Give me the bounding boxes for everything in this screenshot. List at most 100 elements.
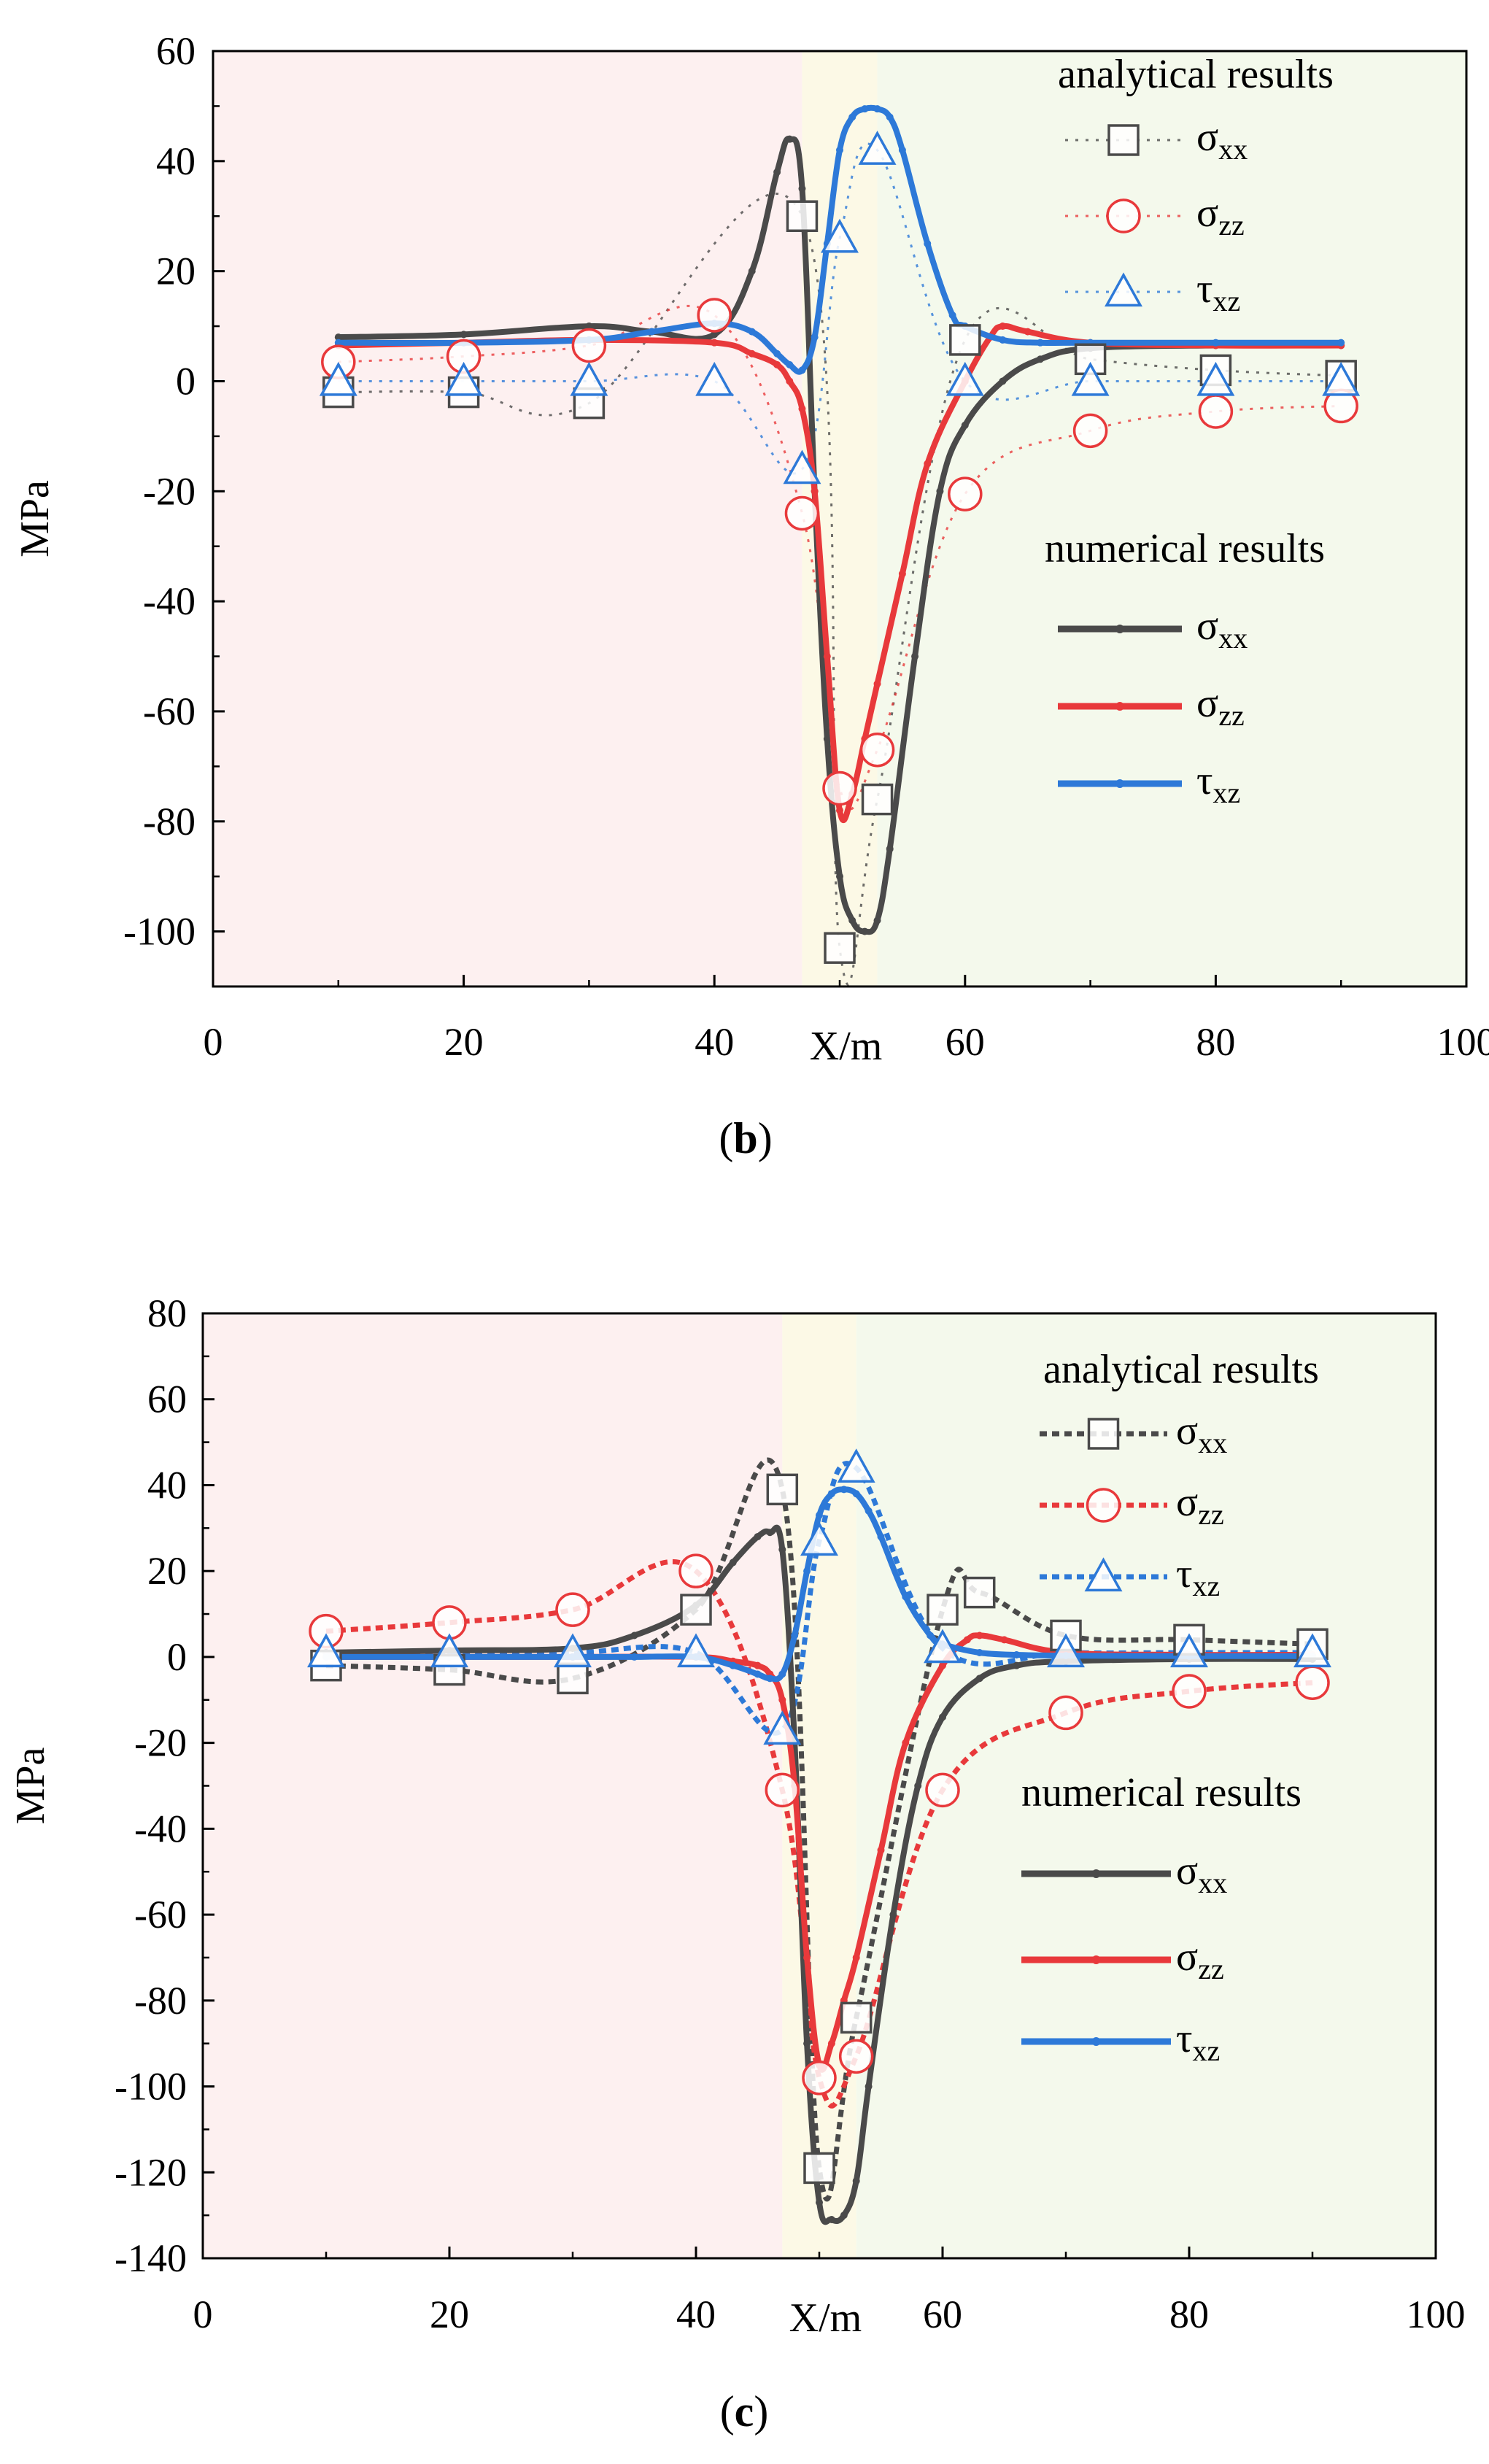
numerical-point-xx: [861, 927, 869, 935]
analytical-marker-xz: [1322, 361, 1361, 396]
legend-analytical-label-zz-subscript: zz: [1198, 1498, 1224, 1531]
analytical-marker-xx: [840, 2001, 873, 2034]
legend-analytical-label-xz: τxz: [1176, 1551, 1220, 1602]
numerical-point-xz: [948, 311, 956, 319]
legend-numerical-title: numerical results: [1021, 1770, 1302, 1815]
numerical-point-zz: [773, 360, 781, 368]
numerical-point-xz: [827, 1490, 835, 1498]
numerical-point-zz: [902, 1739, 910, 1747]
numerical-point-xx: [334, 333, 342, 341]
legend-numerical-label-zz: σzz: [1196, 681, 1245, 732]
analytical-marker-zz: [697, 298, 732, 333]
numerical-point-xx: [766, 1529, 774, 1537]
numerical-point-zz: [823, 652, 831, 660]
x-axis-title: X/m: [810, 1024, 883, 1069]
analytical-marker-xx: [766, 1473, 799, 1506]
panel-label-letter: b: [733, 1114, 757, 1162]
legend-numerical-label-xz-symbol: τ: [1176, 2016, 1193, 2061]
legend-analytical-marker-xz: [1084, 1557, 1123, 1592]
numerical-point-xz: [1212, 339, 1220, 347]
analytical-marker-xz: [677, 1633, 715, 1668]
numerical-point-xz: [748, 328, 756, 336]
analytical-marker-xz: [695, 361, 734, 396]
legend-analytical-label-xx-subscript: xx: [1218, 133, 1248, 166]
legend-numerical-label-zz-subscript: zz: [1218, 699, 1245, 732]
analytical-marker-xx: [786, 200, 819, 232]
numerical-point-xx: [840, 2212, 848, 2220]
numerical-point-zz: [924, 460, 932, 468]
analytical-marker-xx: [949, 324, 981, 356]
numerical-point-xx: [460, 331, 468, 339]
panel-label-letter: c: [735, 2387, 754, 2436]
analytical-marker-zz: [1198, 394, 1234, 429]
numerical-point-xz: [836, 146, 843, 154]
numerical-point-zz: [827, 2039, 835, 2047]
analytical-marker-xz: [307, 1633, 345, 1668]
y-tick-label: -20: [143, 469, 196, 513]
numerical-point-xx: [975, 1675, 983, 1683]
numerical-point-xz: [852, 1490, 860, 1498]
analytical-marker-xx: [963, 1576, 996, 1609]
analytical-marker-xz: [837, 1448, 875, 1483]
plot-area: [307, 1448, 1331, 2225]
legend-numerical-point-zz: [1091, 1955, 1101, 1964]
y-tick-label: 80: [147, 1291, 187, 1335]
analytical-marker-zz: [784, 495, 820, 531]
numerical-point-xx: [823, 735, 831, 743]
y-tick-label: 60: [147, 1378, 187, 1421]
numerical-point-xx: [848, 916, 856, 924]
analytical-marker-zz: [765, 1772, 800, 1808]
legend-numerical-label-xz: τxz: [1196, 758, 1240, 809]
x-tick-label: 20: [444, 1020, 484, 1064]
numerical-point-zz: [975, 1631, 983, 1640]
numerical-point-xz: [1013, 1650, 1021, 1658]
numerical-point-xz: [811, 333, 819, 341]
numerical-point-xx: [816, 2198, 823, 2206]
numerical-point-xx: [630, 1631, 638, 1640]
numerical-point-xz: [798, 366, 806, 374]
analytical-marker-zz: [948, 476, 983, 511]
legend-analytical-marker-zz: [1106, 198, 1141, 233]
numerical-point-xz: [1337, 339, 1345, 347]
numerical-point-zz: [798, 405, 806, 413]
numerical-point-xz: [902, 1593, 910, 1601]
numerical-point-xx: [836, 873, 843, 881]
numerical-point-xx: [827, 2216, 835, 2224]
legend-numerical-label-xx-subscript: xx: [1218, 622, 1248, 654]
y-tick-label: 20: [156, 250, 196, 293]
legend-analytical-label-xz-subscript: xz: [1213, 285, 1241, 317]
numerical-point-zz: [786, 377, 794, 385]
x-axis-title: X/m: [789, 2295, 862, 2341]
analytical-marker-zz: [678, 1553, 713, 1588]
x-tick-label: 100: [1437, 1020, 1489, 1064]
x-tick-label: 80: [1169, 2293, 1209, 2336]
analytical-marker-xz: [1170, 1633, 1208, 1668]
y-tick-label: -140: [115, 2236, 187, 2280]
y-tick-label: 0: [167, 1635, 187, 1679]
numerical-point-xx: [748, 267, 756, 275]
legend-analytical-label-xz: τxz: [1196, 266, 1240, 317]
numerical-point-xz: [1036, 339, 1044, 347]
legend-numerical-label-xz-subscript: xz: [1193, 2034, 1221, 2067]
analytical-marker-xz: [763, 1710, 802, 1745]
zone-band-0: [213, 51, 802, 986]
y-tick-label: -100: [123, 910, 196, 954]
numerical-point-xz: [791, 1631, 799, 1640]
numerical-point-xz: [729, 1661, 737, 1669]
legend-analytical-label-zz-symbol: σ: [1196, 190, 1218, 236]
numerical-point-xz: [778, 1670, 786, 1678]
numerical-point-xz: [873, 105, 881, 113]
analytical-marker-xz: [570, 361, 608, 396]
legend-numerical-label-xx-symbol: σ: [1196, 603, 1218, 649]
legend-numerical-point-xx: [1115, 625, 1124, 633]
panel-label-close: ): [758, 1114, 773, 1162]
numerical-point-xx: [873, 916, 881, 924]
legend-analytical-label-xz-subscript: xz: [1193, 1569, 1221, 1602]
y-tick-label: -60: [143, 690, 196, 733]
y-tick-label: 40: [156, 139, 196, 183]
numerical-point-xz: [848, 113, 856, 121]
analytical-marker-zz: [838, 2039, 874, 2074]
numerical-point-xz: [861, 105, 869, 113]
